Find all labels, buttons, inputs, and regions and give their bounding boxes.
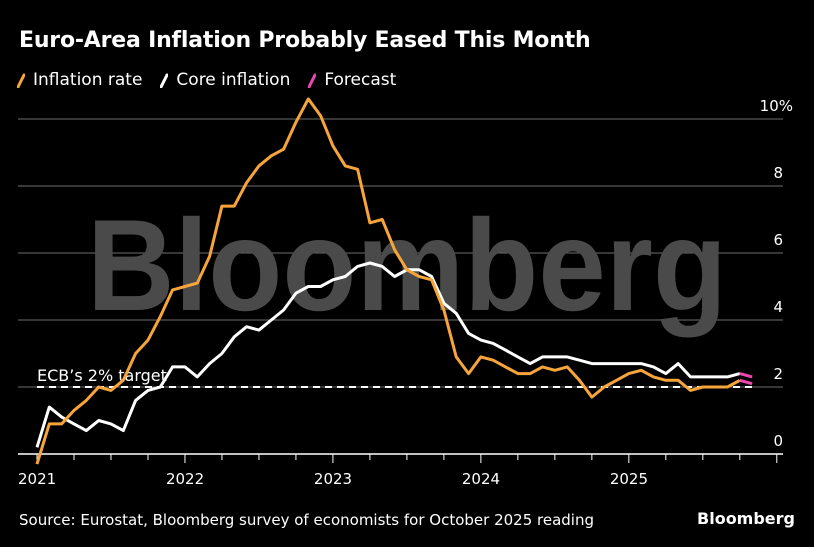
legend-item-core-inflation: Core inflation [160,70,290,90]
legend-label: Core inflation [176,70,291,90]
white-slash-icon [160,72,169,88]
x-tick-label: 2025 [610,470,648,488]
y-tick-label: 0 [773,432,783,450]
bloomberg-watermark: Bloomberg [87,192,727,338]
orange-slash-icon [17,72,25,88]
chart-title: Euro-Area Inflation Probably Eased This … [19,28,591,53]
legend: Inflation rate Core inflation Forecast [17,70,396,90]
y-tick-label: 4 [773,298,783,316]
legend-label: Inflation rate [33,70,143,90]
y-tick-label: 6 [773,231,783,249]
x-tick-label: 2021 [18,470,56,488]
x-axis: 2021 2022 2023 2024 2025 [18,453,783,488]
inflation-rate-line [35,97,741,465]
ecb-target-label: ECB’s 2% target [37,366,167,385]
y-tick-label: 2 [773,365,783,383]
bloomberg-logo: Bloomberg [697,509,795,528]
core-inflation-line [35,261,741,448]
y-axis-labels: 0 2 4 6 8 10% [760,97,793,450]
series-lines [35,97,753,465]
x-tick-label: 2024 [462,470,500,488]
legend-label: Forecast [324,70,397,90]
y-tick-label: 8 [773,164,783,182]
legend-item-forecast: Forecast [308,70,396,90]
y-tick-label: 10% [760,97,793,115]
x-tick-label: 2023 [314,470,352,488]
x-tick-label: 2022 [166,470,204,488]
legend-item-inflation-rate: Inflation rate [17,70,142,90]
source-note: Source: Eurostat, Bloomberg survey of ec… [19,511,594,529]
core-forecast-segment [739,372,753,379]
inflation-forecast-segment [739,378,753,386]
pink-slash-icon [308,72,317,88]
target-line-group: ECB’s 2% target [36,365,755,388]
